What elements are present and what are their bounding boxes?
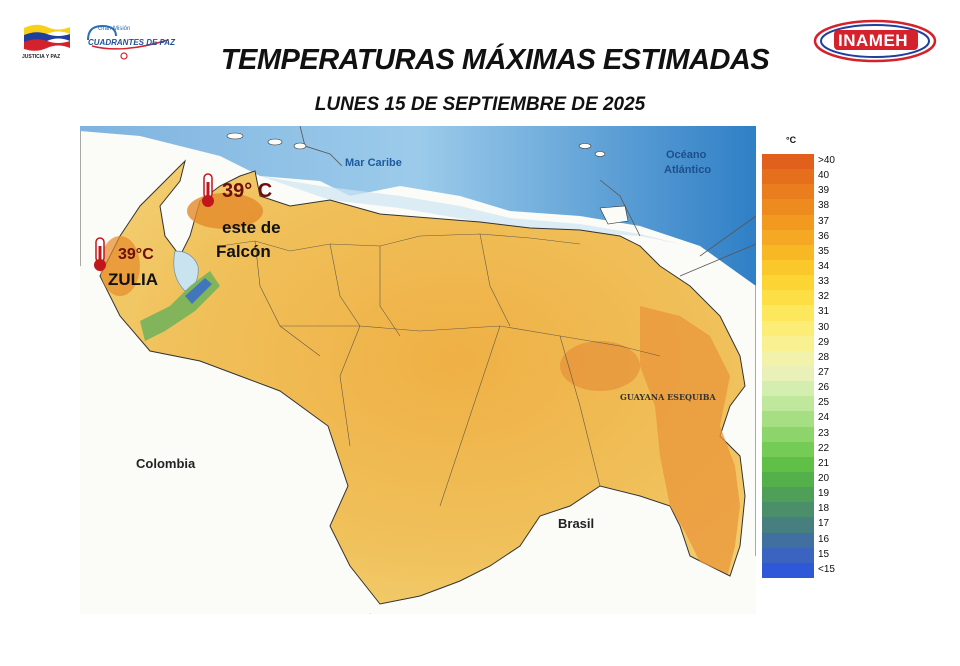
legend-label: 18 <box>818 503 830 515</box>
legend-label: 30 <box>818 321 830 333</box>
andes-coldest-zone <box>185 278 212 304</box>
legend-swatch <box>762 320 814 337</box>
legend-label: 36 <box>818 230 830 242</box>
legend-swatch <box>762 532 814 549</box>
inameh-logo: INAMEH <box>812 18 938 64</box>
legend-swatch <box>762 229 814 246</box>
bolivar-warm-zone <box>560 341 640 391</box>
legend-label: 31 <box>818 306 830 318</box>
legend-swatch <box>762 396 814 412</box>
guayana-esequiba-region <box>640 306 740 574</box>
page-title: TEMPERATURAS MÁXIMAS ESTIMADAS <box>220 44 770 76</box>
legend-label: 39 <box>818 185 830 197</box>
legend-label: 37 <box>818 215 830 227</box>
legend-label: 29 <box>818 336 830 348</box>
legend-unit: °C <box>786 135 797 145</box>
legend-swatch <box>762 456 814 473</box>
falcon-label-1: este de <box>222 218 281 237</box>
state-borders <box>219 233 661 507</box>
legend-label: 35 <box>818 245 830 257</box>
falcon-temperature: 39° C <box>222 180 273 202</box>
label-mar-caribe: Mar Caribe <box>345 157 402 169</box>
label-colombia: Colombia <box>136 456 196 471</box>
legend-swatch <box>762 184 814 200</box>
logo-line-2: CUADRANTES DE PAZ <box>88 38 175 47</box>
label-atlantico: Atlántico <box>664 164 711 176</box>
legend-swatch <box>762 562 814 579</box>
zulia-hot-zone <box>100 236 140 296</box>
legend-label: 19 <box>818 488 830 500</box>
inameh-emblem-icon <box>813 19 937 63</box>
legend-label: 15 <box>818 548 830 560</box>
temperature-map: Mar Caribe Océano Atlántico Colombia Bra… <box>80 126 756 614</box>
legend-swatch <box>762 305 814 322</box>
legend-label: 20 <box>818 473 830 484</box>
page-subtitle: LUNES 15 DE SEPTIEMBRE DE 2025 <box>314 94 646 115</box>
legend-label: 40 <box>818 170 830 182</box>
legend-label: 24 <box>818 412 830 424</box>
falcon-label-2: Falcón <box>216 242 271 261</box>
legend-label: 26 <box>818 382 830 394</box>
label-guayana-esequiba: GUAYANA ESEQUIBA <box>620 392 717 402</box>
shallow-shelf <box>260 176 680 244</box>
zulia-label: ZULIA <box>108 270 159 289</box>
legend-swatch <box>762 335 814 352</box>
legend-swatch <box>762 350 814 367</box>
caribbean-sea <box>80 126 756 286</box>
legend-label: <15 <box>818 563 835 575</box>
legend-swatch <box>762 381 814 397</box>
legend-label: 23 <box>818 427 830 439</box>
legend-swatch <box>762 244 814 261</box>
legend-swatch <box>762 290 814 306</box>
legend-swatch <box>762 214 814 231</box>
legend-swatch <box>762 502 814 518</box>
legend-label: 28 <box>818 351 830 363</box>
thermometer-icon <box>94 237 106 271</box>
cuadrantes-de-paz-logo: Gran Misión CUADRANTES DE PAZ <box>80 24 175 64</box>
legend-swatch <box>762 275 814 291</box>
legend-label: 17 <box>818 518 830 530</box>
maritime-boundaries <box>299 126 756 277</box>
legend-label: 27 <box>818 367 830 378</box>
flag-icon <box>24 24 70 51</box>
venezuela-flag-logo: JUSTICIA Y PAZ <box>22 22 72 62</box>
label-brasil: Brasil <box>558 516 594 531</box>
logo-line-1: Gran Misión <box>98 26 131 32</box>
legend-swatch <box>762 260 814 276</box>
legend-label: 16 <box>818 533 830 545</box>
brasil-area <box>370 486 756 614</box>
legend-label: 38 <box>818 200 830 212</box>
legend-swatch <box>762 517 814 534</box>
legend-label: 33 <box>818 276 830 288</box>
islands <box>226 132 629 225</box>
legend-label: 21 <box>818 457 830 469</box>
label-oceano: Océano <box>666 149 707 161</box>
legend-swatch <box>762 199 814 216</box>
zulia-temperature: 39°C <box>118 246 154 263</box>
legend-swatch <box>762 426 814 443</box>
legend-swatch <box>762 487 814 503</box>
legend-swatch <box>762 472 814 488</box>
inameh-logo-text: INAMEH <box>838 31 909 50</box>
legend-swatch <box>762 366 814 382</box>
legend-swatch <box>762 547 814 564</box>
legend-label: 22 <box>818 442 830 454</box>
legend-label: >40 <box>818 155 835 166</box>
temperature-legend: °C >40 40 39 38 37 36 35 34 33 32 31 30 29 28 27 26 25 24… <box>762 135 835 579</box>
legend-label: 25 <box>818 397 830 409</box>
legend-swatch <box>762 169 814 185</box>
thermometer-icon <box>202 173 214 207</box>
location-pin-icon <box>87 24 169 60</box>
legend-swatch <box>762 411 814 428</box>
legend-swatch <box>762 441 814 458</box>
legend-swatch <box>762 154 814 170</box>
logo-caption: JUSTICIA Y PAZ <box>22 54 61 60</box>
legend-label: 34 <box>818 261 830 272</box>
colombia-area <box>80 266 370 614</box>
legend-label: 32 <box>818 291 830 303</box>
